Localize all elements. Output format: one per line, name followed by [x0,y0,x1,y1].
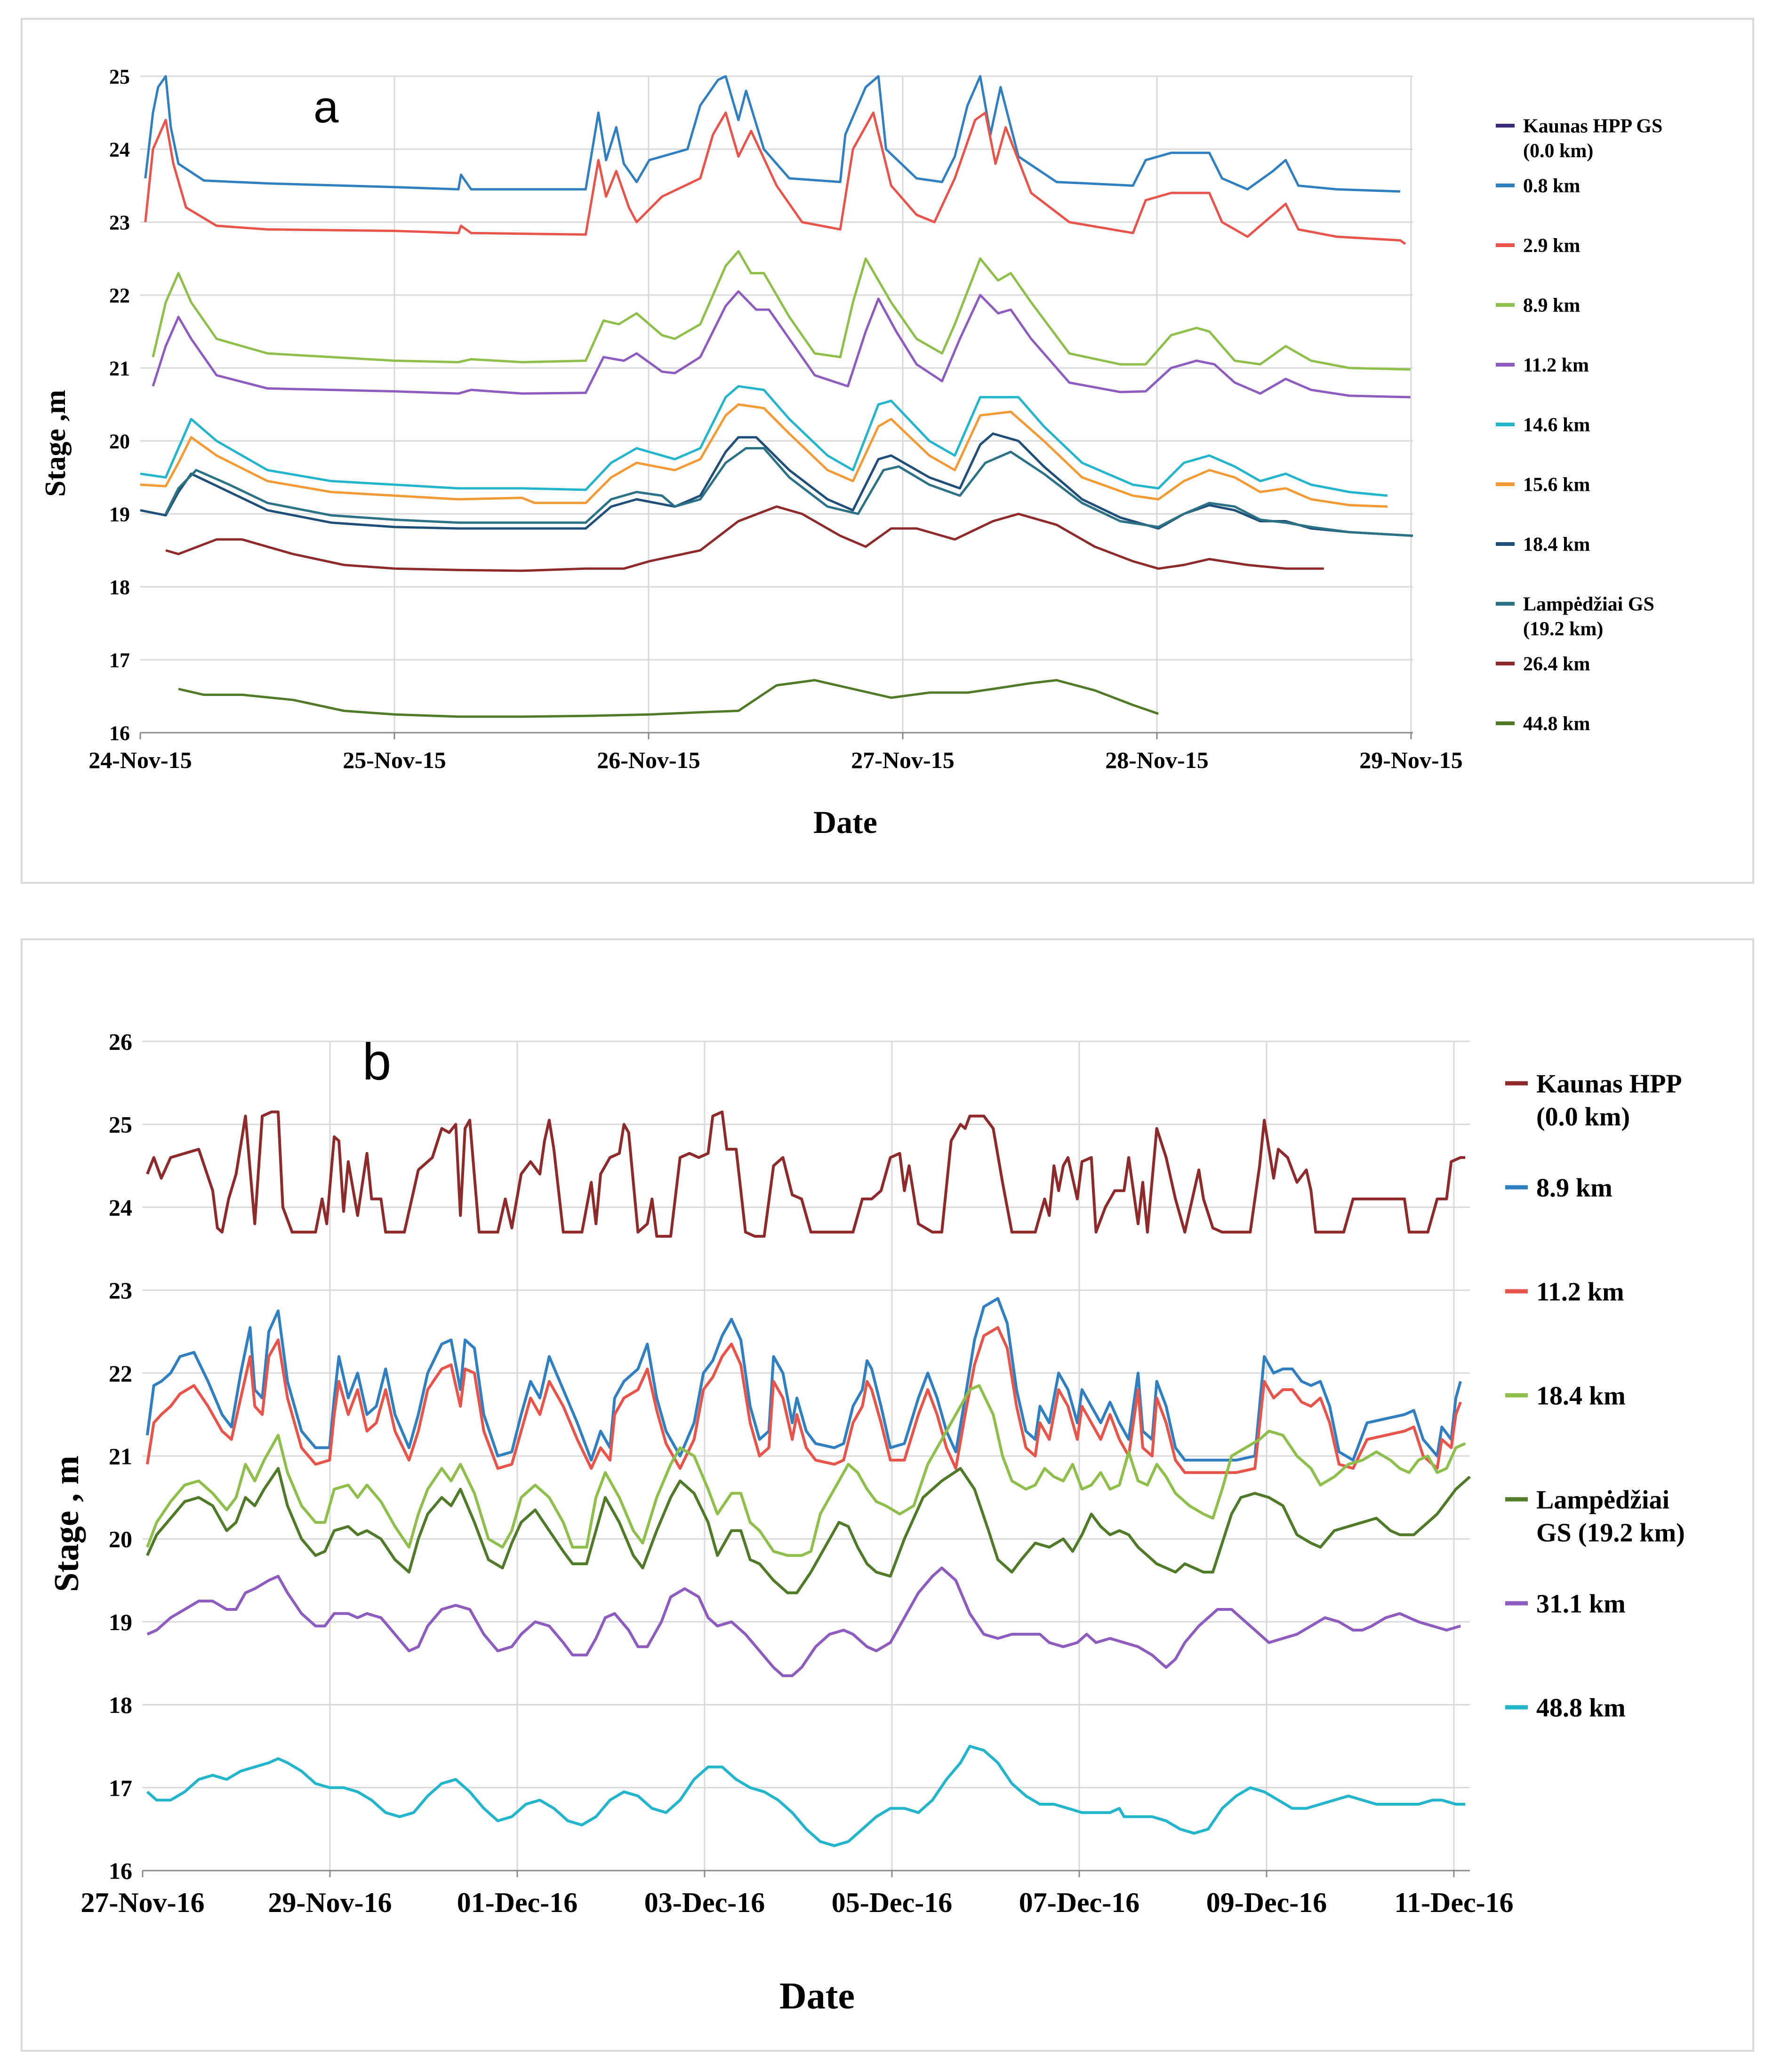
chart-a-legend-label: 14.6 km [1523,415,1590,436]
chart-a-legend-label: Kaunas HPP GS [1523,116,1662,137]
chart-a-legend-label: 8.9 km [1523,295,1580,317]
chart-b-legend-label: Kaunas HPP [1536,1070,1682,1099]
chart-a-ytick-label: 22 [109,284,130,307]
chart-b-series-line [146,1744,1466,1848]
chart-b-ytick-label: 25 [109,1112,132,1138]
chart-b-xtick-label: 03-Dec-16 [644,1887,765,1918]
chart-b-ytick-label: 17 [109,1775,132,1801]
chart-a-legend-label: (0.0 km) [1523,140,1593,162]
chart-a-series-line [140,403,1388,508]
chart-a-series-line [164,447,1413,537]
chart-panel-b: 16 17 18 19 20 21 22 23 24 25 26 27-Nov-16 29-Nov-16… [21,938,1754,2052]
chart-b-legend-label: 11.2 km [1536,1278,1624,1307]
chart-a-legend-label: (19.2 km) [1523,618,1603,640]
chart-b-xtick-label: 27-Nov-16 [80,1887,204,1918]
chart-b-series-line [146,1384,1466,1557]
chart-b-xtick-label: 05-Dec-16 [832,1887,953,1918]
chart-a-ytick-label: 25 [109,65,130,88]
chart-a-series-line [144,75,1401,193]
chart-a-svg: 16 17 18 19 20 21 22 23 24 25 24-Nov-15 25-Nov-15 26… [40,65,1662,840]
chart-a-panel-label: a [313,82,339,132]
chart-a-ytick-label: 23 [109,211,130,234]
chart-a-xtick-label: 28-Nov-15 [1105,747,1208,773]
chart-b-series-line [145,1326,1462,1474]
chart-b-ytick-label: 24 [109,1194,132,1221]
chart-b-panel-label: b [362,1033,391,1091]
chart-a-xtick-label: 27-Nov-15 [851,747,954,773]
chart-a-series-line [152,250,1411,371]
chart-a-ytick-label: 24 [109,138,130,161]
chart-a-ytick-label: 21 [109,357,130,380]
chart-b-xtick-label: 29-Nov-16 [268,1887,392,1918]
chart-b-ylabel: Stage , m [48,1456,86,1592]
chart-b-ytick-label: 26 [109,1029,132,1055]
chart-b-xtick-label: 11-Dec-16 [1394,1887,1513,1918]
chart-b-series-line [145,1297,1462,1462]
chart-b-ytick-label: 18 [109,1692,132,1718]
chart-a-ytick-label: 18 [109,576,130,599]
chart-a-xlabel: Date [813,804,877,840]
chart-a-ytick-label: 16 [109,721,130,744]
chart-b-series-line [146,1566,1461,1677]
chart-b-ytick-label: 20 [109,1526,132,1552]
chart-b-legend-label: 31.1 km [1536,1590,1626,1619]
chart-b-legend-label: GS (19.2 km) [1536,1519,1685,1548]
chart-b-svg: 16 17 18 19 20 21 22 23 24 25 26 27-Nov-16 29-Nov-16… [48,1029,1685,2017]
chart-b-ytick-label: 23 [109,1277,132,1304]
chart-a-xtick-label: 26-Nov-15 [597,747,700,773]
chart-b-xtick-label: 07-Dec-16 [1019,1887,1140,1918]
chart-b-legend-label: 8.9 km [1536,1174,1613,1203]
chart-a-legend-label: 44.8 km [1523,713,1590,735]
chart-b-ytick-label: 19 [109,1609,132,1635]
chart-a-legend-label: 0.8 km [1523,176,1580,197]
chart-panel-a: 16 17 18 19 20 21 22 23 24 25 24-Nov-15 25-Nov-15 26… [21,18,1754,884]
chart-b-legend-label: 48.8 km [1536,1694,1626,1723]
chart-b-legend-label: (0.0 km) [1536,1103,1630,1132]
chart-b-series-line [146,1467,1471,1594]
chart-a-xtick-label: 29-Nov-15 [1359,747,1462,773]
chart-a-series-line [165,505,1324,572]
chart-a-legend-label: Lampėdžiai GS [1523,594,1654,616]
chart-b-xlabel: Date [779,1976,855,2017]
chart-a-ytick-label: 20 [109,430,130,453]
chart-b-xtick-label: 09-Dec-16 [1206,1887,1327,1918]
chart-b-ytick-label: 16 [109,1858,132,1884]
chart-b-series-line [146,1110,1466,1238]
chart-a-ylabel: Stage ,m [40,390,72,496]
chart-b-xtick-label: 01-Dec-16 [457,1887,578,1918]
chart-a-ytick-label: 19 [109,503,130,526]
chart-a-series-line [140,385,1388,497]
chart-a-series-line [178,679,1159,718]
chart-b-ytick-label: 22 [109,1360,132,1386]
chart-a-legend-label: 15.6 km [1523,474,1590,496]
chart-a-series-line [144,112,1406,245]
chart-a-legend-label: 11.2 km [1523,355,1589,376]
chart-a-series-line [140,432,1413,537]
chart-b-ytick-label: 21 [109,1443,132,1470]
chart-a-ytick-label: 17 [109,648,130,672]
chart-a-legend-label: 26.4 km [1523,654,1590,675]
chart-b-legend-label: 18.4 km [1536,1382,1626,1411]
chart-a-xtick-label: 25-Nov-15 [343,747,446,773]
chart-a-legend-label: 18.4 km [1523,534,1590,556]
chart-a-legend-label: 2.9 km [1523,235,1580,257]
chart-a-xtick-label: 24-Nov-15 [88,747,192,773]
chart-b-legend-label: Lampėdžiai [1536,1486,1669,1515]
chart-a-series-line [152,290,1411,399]
